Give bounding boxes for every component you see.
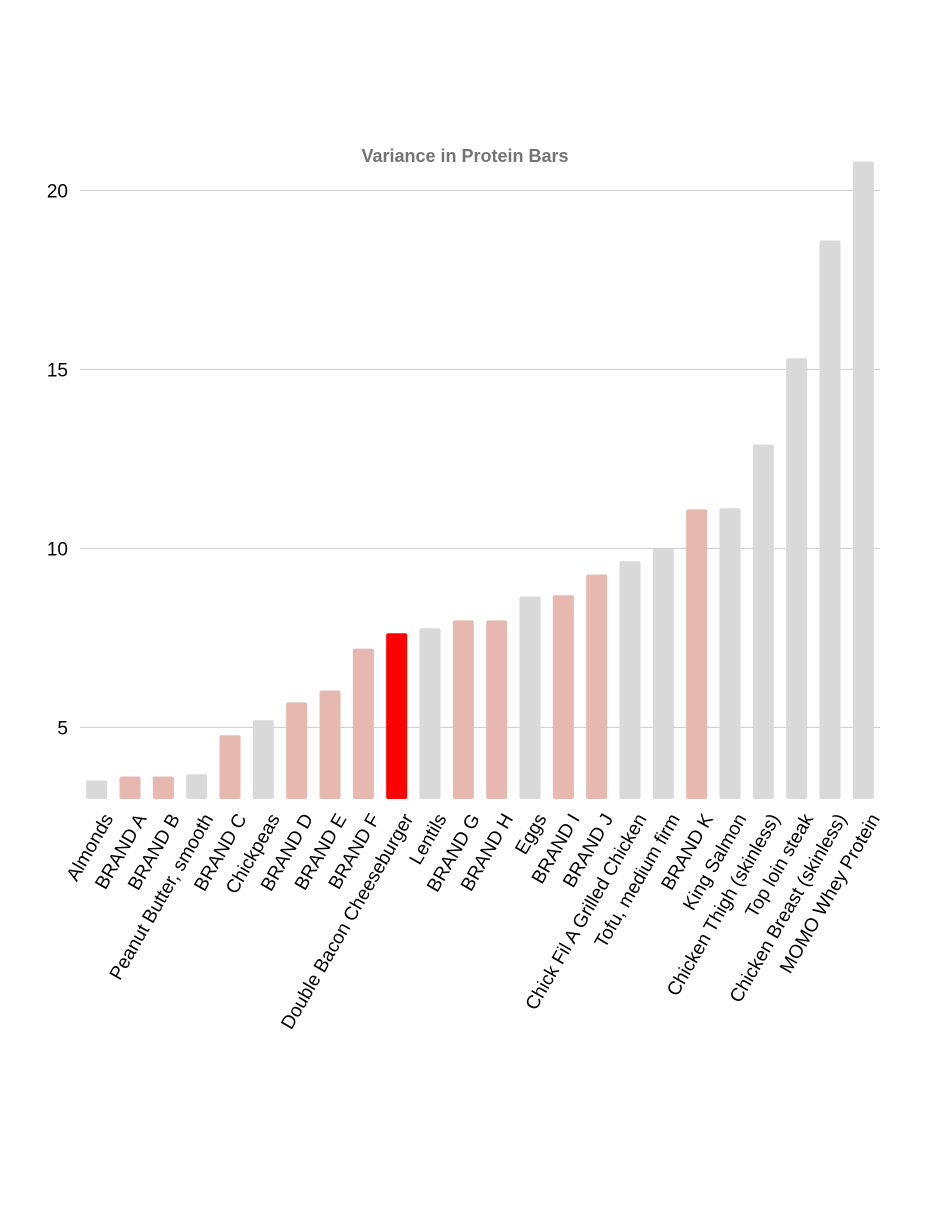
bar — [186, 774, 208, 799]
bar — [486, 620, 508, 799]
y-tick-label: 5 — [57, 718, 68, 739]
bar — [552, 595, 574, 799]
bar — [519, 596, 541, 799]
bar — [152, 776, 174, 799]
bar — [852, 161, 874, 800]
bar — [352, 648, 374, 799]
y-tick-label: 10 — [47, 539, 68, 560]
bar — [819, 240, 841, 799]
bar — [686, 509, 708, 799]
bar — [419, 628, 441, 799]
bar — [86, 780, 108, 799]
bar — [386, 633, 408, 799]
y-tick-label: 20 — [47, 181, 68, 202]
bar — [452, 620, 474, 799]
bar — [752, 444, 774, 799]
bar — [219, 735, 241, 799]
bar — [786, 358, 808, 799]
bar — [286, 702, 308, 799]
bar — [586, 574, 608, 799]
chart-title: Variance in Protein Bars — [361, 146, 568, 166]
bar — [619, 561, 641, 799]
bar — [719, 508, 741, 799]
y-tick-label: 15 — [47, 360, 68, 381]
bar — [319, 690, 341, 799]
bar — [252, 720, 274, 799]
bar — [119, 776, 141, 799]
bar — [652, 548, 674, 799]
